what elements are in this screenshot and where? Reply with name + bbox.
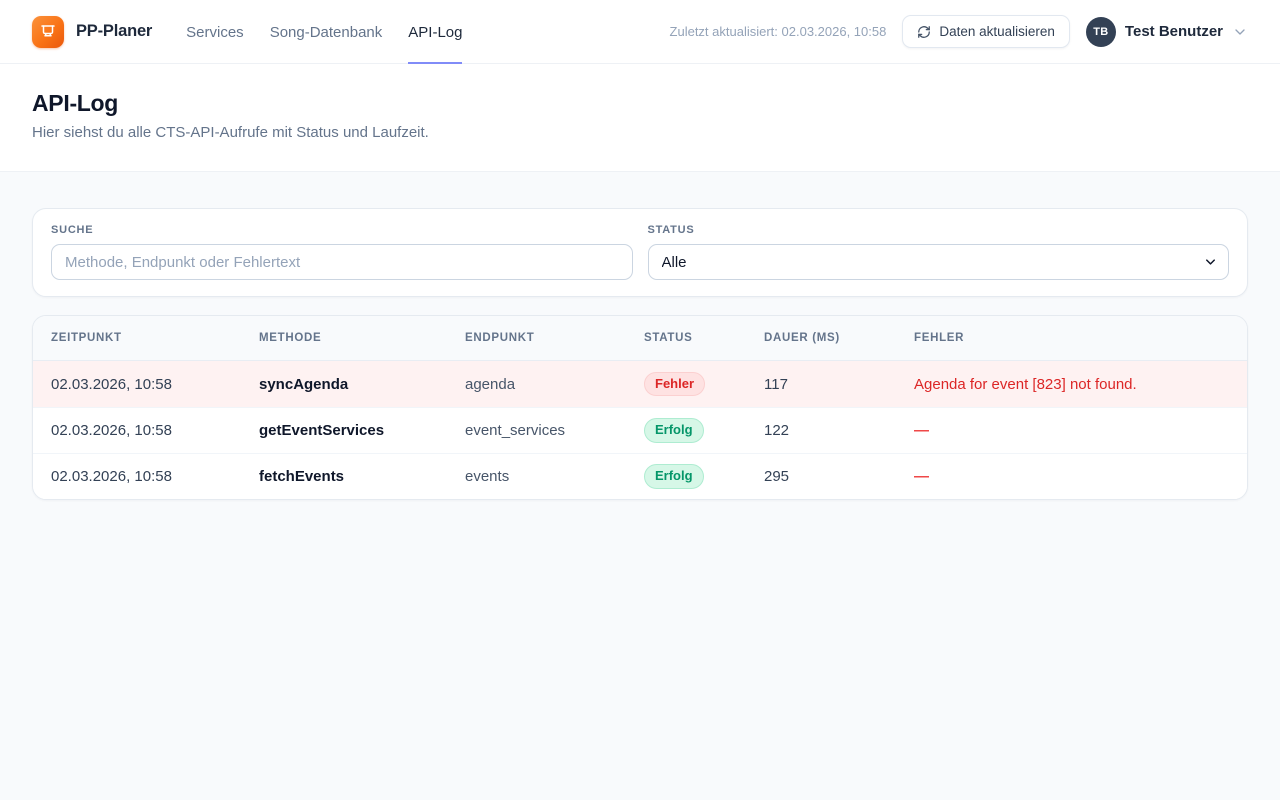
cell-status: Erfolg xyxy=(644,418,764,443)
cell-dauer: 122 xyxy=(764,422,790,439)
status-badge: Fehler xyxy=(644,371,706,397)
topbar-right: Zuletzt aktualisiert: 02.03.2026, 10:58 … xyxy=(670,15,1248,48)
table-row: 02.03.2026, 10:58 syncAgenda agenda Fehl… xyxy=(33,361,1247,407)
page-title: API-Log xyxy=(32,90,119,116)
chevron-down-icon xyxy=(1235,28,1245,35)
column-header-dauer: Dauer (ms) xyxy=(764,332,840,344)
cell-endpunkt: event_services xyxy=(465,422,566,439)
filter-card: Suche Status Alle xyxy=(32,208,1248,297)
cell-dauer: 295 xyxy=(764,468,790,485)
user-name: Test Benutzer xyxy=(1124,23,1223,40)
search-field-group: Suche xyxy=(51,224,633,280)
page-header: API-Log Hier siehst du alle CTS-API-Aufr… xyxy=(0,64,1280,172)
cell-status: Erfolg xyxy=(644,464,764,489)
cell-methode: getEventServices xyxy=(259,422,385,439)
page-subtitle: Hier siehst du alle CTS-API-Aufrufe mit … xyxy=(32,124,429,141)
status-badge: Erfolg xyxy=(644,418,704,443)
column-header-methode: Methode xyxy=(259,332,322,344)
main-nav: Services Song-Datenbank API-Log xyxy=(186,0,463,64)
refresh-icon xyxy=(918,25,931,38)
refresh-button-label: Daten aktualisieren xyxy=(939,24,1055,39)
column-header-status: Status xyxy=(644,332,693,344)
brand: PP-Planer xyxy=(32,15,153,48)
status-label: Status xyxy=(647,224,695,236)
column-header-zeitpunkt: Zeitpunkt xyxy=(51,332,122,344)
search-input[interactable] xyxy=(51,244,633,280)
cell-status: Fehler xyxy=(644,371,764,397)
cell-fehler: — xyxy=(914,422,929,439)
cell-zeitpunkt: 02.03.2026, 10:58 xyxy=(51,422,172,439)
user-menu[interactable]: TB Test Benutzer xyxy=(1085,16,1248,47)
table-row: 02.03.2026, 10:58 getEventServices event… xyxy=(33,407,1247,453)
status-select[interactable]: Alle xyxy=(647,244,1229,280)
cell-dauer: 117 xyxy=(764,375,788,393)
column-header-endpunkt: Endpunkt xyxy=(465,332,535,344)
nav-item-services[interactable]: Services xyxy=(186,23,244,41)
column-header-fehler: Fehler xyxy=(914,332,965,344)
cell-zeitpunkt: 02.03.2026, 10:58 xyxy=(51,468,172,485)
cell-methode: fetchEvents xyxy=(259,468,345,485)
nav-item-song-datenbank[interactable]: Song-Datenbank xyxy=(269,23,383,41)
avatar: TB xyxy=(1085,16,1116,47)
cell-methode: syncAgenda xyxy=(259,375,349,393)
brand-name: PP-Planer xyxy=(76,22,153,40)
cell-endpunkt: events xyxy=(465,468,510,485)
cell-endpunkt: agenda xyxy=(465,375,516,393)
table-header-row: Zeitpunkt Methode Endpunkt Status Dauer … xyxy=(33,316,1247,361)
table-row: 02.03.2026, 10:58 fetchEvents events Erf… xyxy=(33,453,1247,499)
last-updated-text: Zuletzt aktualisiert: 02.03.2026, 10:58 xyxy=(669,24,887,39)
refresh-data-button[interactable]: Daten aktualisieren xyxy=(902,15,1070,48)
cell-zeitpunkt: 02.03.2026, 10:58 xyxy=(51,375,172,393)
app-logo xyxy=(32,15,64,48)
nav-item-api-log[interactable]: API-Log xyxy=(408,0,463,64)
status-field-group: Status Alle xyxy=(647,224,1229,280)
main-content: Suche Status Alle Zeitpunkt Methode Endp… xyxy=(0,172,1280,500)
status-badge: Erfolg xyxy=(644,464,704,489)
cell-fehler: — xyxy=(914,468,929,485)
presentation-icon xyxy=(41,24,55,36)
cell-fehler: Agenda for event [823] not found. xyxy=(914,375,1137,393)
api-log-table: Zeitpunkt Methode Endpunkt Status Dauer … xyxy=(32,315,1248,500)
search-label: Suche xyxy=(51,224,94,236)
topbar: PP-Planer Services Song-Datenbank API-Lo… xyxy=(0,0,1280,64)
